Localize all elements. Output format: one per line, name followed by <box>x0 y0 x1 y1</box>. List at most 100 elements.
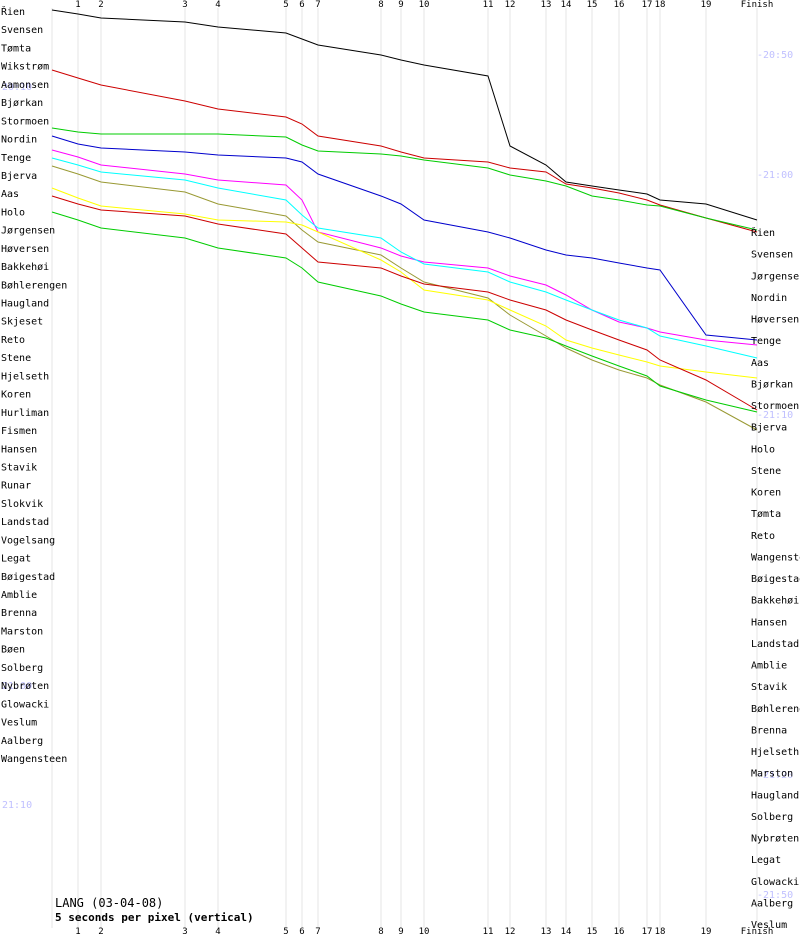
right-time-tick: -20:50 <box>757 50 793 61</box>
runner-label-left: Aamonsen <box>1 80 49 91</box>
runner-label-left: Haugland <box>1 299 49 310</box>
runner-label-left: Aalberg <box>1 736 43 747</box>
runner-label-left: Landstad <box>1 517 49 528</box>
runner-label-left: Runar <box>1 481 31 492</box>
checkpoint-label-top: 11 <box>483 0 494 10</box>
right-time-tick: -21:00 <box>757 170 793 181</box>
runner-label-left: Amblie <box>1 590 37 601</box>
runner-label-left: Skjeset <box>1 317 43 328</box>
runner-label-left: Stene <box>1 353 31 364</box>
runner-label-left: Stavik <box>1 463 37 474</box>
checkpoint-label-top: 1 <box>75 0 80 10</box>
checkpoint-label-top: Finish <box>741 0 774 10</box>
runner-label-right: Solberg <box>751 812 793 823</box>
checkpoint-label-bottom: 11 <box>483 927 494 936</box>
checkpoint-label-top: 9 <box>398 0 403 10</box>
runner-line <box>51 69 758 233</box>
label-layer: Řien Svensen Tømta Wikstrøm Aamonsen Bjørkan S… <box>1 5 800 931</box>
runner-label-left: Svensen <box>1 25 43 36</box>
checkpoint-label-bottom: 13 <box>541 927 552 936</box>
runner-label-right: Nybrøten <box>751 834 799 845</box>
runner-label-right: Haugland <box>751 790 799 801</box>
runner-label-left: Koren <box>1 390 31 401</box>
chart-subtitle: 5 seconds per pixel (vertical) <box>55 911 254 924</box>
checkpoint-label-bottom: 12 <box>505 927 516 936</box>
runner-line <box>51 195 758 411</box>
runner-label-right: Marston <box>751 769 793 780</box>
checkpoint-label-top: 6 <box>299 0 304 10</box>
runner-line <box>51 165 758 431</box>
checkpoint-label-bottom: 16 <box>614 927 625 936</box>
runner-label-right: Bjørkan <box>751 379 793 390</box>
runner-label-right: Amblie <box>751 661 787 672</box>
checkpoint-label-bottom: 19 <box>701 927 712 936</box>
runner-label-left: Bakkehøi <box>1 262 49 273</box>
runner-label-left: Solberg <box>1 663 43 674</box>
runner-label-left: Slokvik <box>1 499 43 510</box>
runner-label-left: Bjørkan <box>1 98 43 109</box>
runner-label-left: Høversen <box>1 244 49 255</box>
runner-label-left: Bøhlerengen <box>1 280 67 291</box>
runner-label-right: Wangensteen <box>751 552 800 563</box>
runner-label-right: Hjelseth <box>751 747 799 758</box>
checkpoint-label-bottom: 10 <box>419 927 430 936</box>
runner-line <box>51 149 758 346</box>
runner-label-right: Aas <box>751 358 769 369</box>
runner-label-left: Glowacki <box>1 699 49 710</box>
series-layer <box>51 9 758 431</box>
runner-label-left: Nordin <box>1 135 37 146</box>
checkpoint-label-top: 19 <box>701 0 712 10</box>
right-time-tick: -21:10 <box>757 410 793 421</box>
runner-label-right: Jørgensen <box>751 271 800 282</box>
runner-label-left: Vogelsang <box>1 535 55 546</box>
runner-label-right: Koren <box>751 488 781 499</box>
checkpoint-label-bottom: 4 <box>215 927 220 936</box>
checkpoint-label-top: 13 <box>541 0 552 10</box>
left-time-tick: 20:10 <box>2 82 32 93</box>
runner-label-left: Tenge <box>1 153 31 164</box>
runner-label-left: Tømta <box>1 43 31 54</box>
runner-label-left: Hurliman <box>1 408 49 419</box>
checkpoint-label-top: 5 <box>283 0 288 10</box>
runner-label-left: Fismen <box>1 426 37 437</box>
runner-label-right: Aalberg <box>751 898 793 909</box>
checkpoint-label-bottom: 2 <box>98 927 103 936</box>
left-time-tick: 21:10 <box>2 800 32 811</box>
runner-label-right: Holo <box>751 444 775 455</box>
checkpoint-label-bottom: 8 <box>378 927 383 936</box>
runner-label-left: Jørgensen <box>1 226 55 237</box>
runner-label-right: Tømta <box>751 509 781 520</box>
checkpoint-label-top: 7 <box>315 0 320 10</box>
grid-layer <box>51 8 758 928</box>
checkpoint-label-bottom: 18 <box>655 927 666 936</box>
runner-label-right: Bakkehøi <box>751 596 799 607</box>
runner-line <box>51 135 758 341</box>
runner-label-left: Legat <box>1 554 31 565</box>
runner-label-right: Stormoen <box>751 401 799 412</box>
runner-line <box>51 187 758 379</box>
runner-label-right: Tenge <box>751 336 781 347</box>
checkpoint-label-top: 18 <box>655 0 666 10</box>
runner-line <box>51 157 758 359</box>
runner-label-right: Stavik <box>751 682 787 693</box>
runner-label-left: Bøen <box>1 645 25 656</box>
runner-label-left: Holo <box>1 207 25 218</box>
checkpoint-label-bottom: 1 <box>75 927 80 936</box>
runner-label-right: Nordin <box>751 293 787 304</box>
runner-label-left: Nybrøten <box>1 681 49 692</box>
runner-label-right: Bjerva <box>751 423 787 434</box>
checkpoint-label-bottom: 6 <box>299 927 304 936</box>
right-time-tick: -21:20 <box>757 770 793 781</box>
runner-label-left: Hansen <box>1 444 37 455</box>
runner-label-left: Stormoen <box>1 116 49 127</box>
runner-label-right: Høversen <box>751 315 799 326</box>
checkpoint-label-bottom: 14 <box>561 927 572 936</box>
runner-label-right: Reto <box>751 531 775 542</box>
runner-label-left: Veslum <box>1 718 37 729</box>
checkpoint-label-top: 2 <box>98 0 103 10</box>
checkpoint-label-bottom: 3 <box>182 927 187 936</box>
checkpoint-label-bottom: 9 <box>398 927 403 936</box>
